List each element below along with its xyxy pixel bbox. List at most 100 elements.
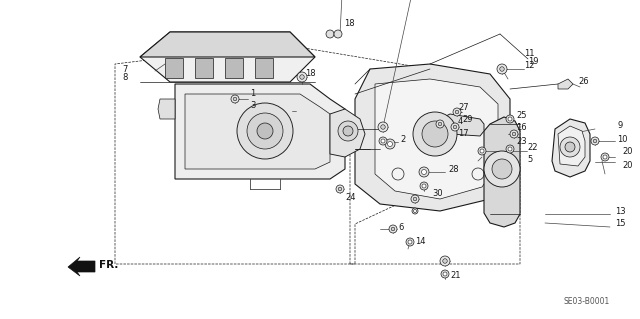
- Circle shape: [231, 95, 239, 103]
- Circle shape: [338, 187, 342, 191]
- Text: FR.: FR.: [99, 260, 118, 270]
- Circle shape: [422, 184, 426, 188]
- Text: 11: 11: [524, 49, 534, 58]
- Circle shape: [391, 227, 395, 231]
- Circle shape: [385, 139, 395, 149]
- Circle shape: [326, 30, 334, 38]
- Text: SE03-B0001: SE03-B0001: [564, 296, 610, 306]
- Text: 20: 20: [622, 147, 632, 157]
- Circle shape: [336, 185, 344, 193]
- Circle shape: [334, 30, 342, 38]
- Circle shape: [484, 151, 520, 187]
- Text: 20: 20: [622, 160, 632, 169]
- Circle shape: [419, 167, 429, 177]
- Circle shape: [440, 256, 450, 266]
- Polygon shape: [140, 32, 315, 82]
- Text: 13: 13: [615, 207, 626, 217]
- Circle shape: [406, 238, 414, 246]
- Text: 15: 15: [615, 219, 625, 228]
- Polygon shape: [175, 84, 345, 179]
- Text: 6: 6: [398, 222, 403, 232]
- Circle shape: [343, 126, 353, 136]
- Polygon shape: [558, 126, 585, 166]
- Circle shape: [480, 149, 484, 153]
- Circle shape: [247, 113, 283, 149]
- Polygon shape: [552, 119, 590, 177]
- Circle shape: [379, 137, 387, 145]
- Circle shape: [565, 142, 575, 152]
- Text: 24: 24: [345, 192, 355, 202]
- Text: 3: 3: [250, 101, 255, 110]
- Circle shape: [422, 121, 448, 147]
- Text: 25: 25: [516, 110, 527, 120]
- Circle shape: [497, 64, 507, 74]
- Text: 5: 5: [527, 155, 532, 165]
- Circle shape: [297, 72, 307, 82]
- Text: 21: 21: [450, 271, 461, 280]
- Circle shape: [436, 120, 444, 128]
- Text: 16: 16: [516, 123, 527, 132]
- Polygon shape: [68, 257, 95, 276]
- Circle shape: [603, 155, 607, 159]
- Circle shape: [593, 139, 596, 143]
- Polygon shape: [330, 109, 365, 157]
- Text: 19: 19: [528, 57, 538, 66]
- Polygon shape: [140, 32, 315, 57]
- Circle shape: [506, 115, 514, 123]
- Circle shape: [389, 225, 397, 233]
- Text: 8: 8: [122, 73, 127, 83]
- Text: 17: 17: [458, 129, 468, 137]
- Text: 18: 18: [344, 19, 355, 28]
- Polygon shape: [355, 64, 510, 211]
- Circle shape: [508, 117, 512, 121]
- Circle shape: [443, 272, 447, 276]
- Circle shape: [478, 147, 486, 155]
- Text: 10: 10: [617, 135, 627, 144]
- Text: 1: 1: [250, 90, 255, 99]
- Circle shape: [378, 122, 388, 132]
- Circle shape: [601, 153, 609, 161]
- Circle shape: [300, 75, 304, 79]
- Text: 9: 9: [617, 122, 622, 130]
- Text: 28: 28: [448, 165, 459, 174]
- Text: 12: 12: [524, 61, 534, 70]
- Circle shape: [455, 110, 459, 114]
- Bar: [195, 58, 213, 78]
- Text: 27: 27: [458, 102, 468, 112]
- Text: 2: 2: [400, 136, 405, 145]
- Circle shape: [508, 147, 512, 151]
- Circle shape: [422, 169, 426, 174]
- Circle shape: [451, 123, 459, 131]
- Circle shape: [413, 210, 417, 212]
- Bar: [225, 58, 243, 78]
- Circle shape: [420, 182, 428, 190]
- Circle shape: [411, 195, 419, 203]
- Polygon shape: [375, 79, 498, 199]
- Text: 18: 18: [305, 70, 316, 78]
- Text: 23: 23: [516, 137, 527, 145]
- Polygon shape: [158, 99, 175, 119]
- Text: 22: 22: [527, 143, 538, 152]
- Bar: [165, 58, 183, 78]
- Circle shape: [500, 67, 504, 71]
- Text: 4: 4: [458, 116, 463, 125]
- Text: 7: 7: [122, 64, 127, 73]
- Text: 26: 26: [578, 78, 589, 86]
- Circle shape: [591, 137, 599, 145]
- Polygon shape: [185, 94, 330, 169]
- Polygon shape: [484, 117, 520, 227]
- Circle shape: [381, 139, 385, 143]
- Circle shape: [506, 145, 514, 153]
- Circle shape: [408, 240, 412, 244]
- Circle shape: [257, 123, 273, 139]
- Circle shape: [387, 142, 392, 146]
- Circle shape: [338, 121, 358, 141]
- Circle shape: [453, 125, 457, 129]
- Text: 29: 29: [462, 115, 472, 123]
- Circle shape: [381, 125, 385, 129]
- Circle shape: [453, 108, 461, 116]
- Text: 14: 14: [415, 236, 426, 246]
- Bar: [255, 58, 273, 78]
- Circle shape: [441, 270, 449, 278]
- Circle shape: [412, 208, 418, 214]
